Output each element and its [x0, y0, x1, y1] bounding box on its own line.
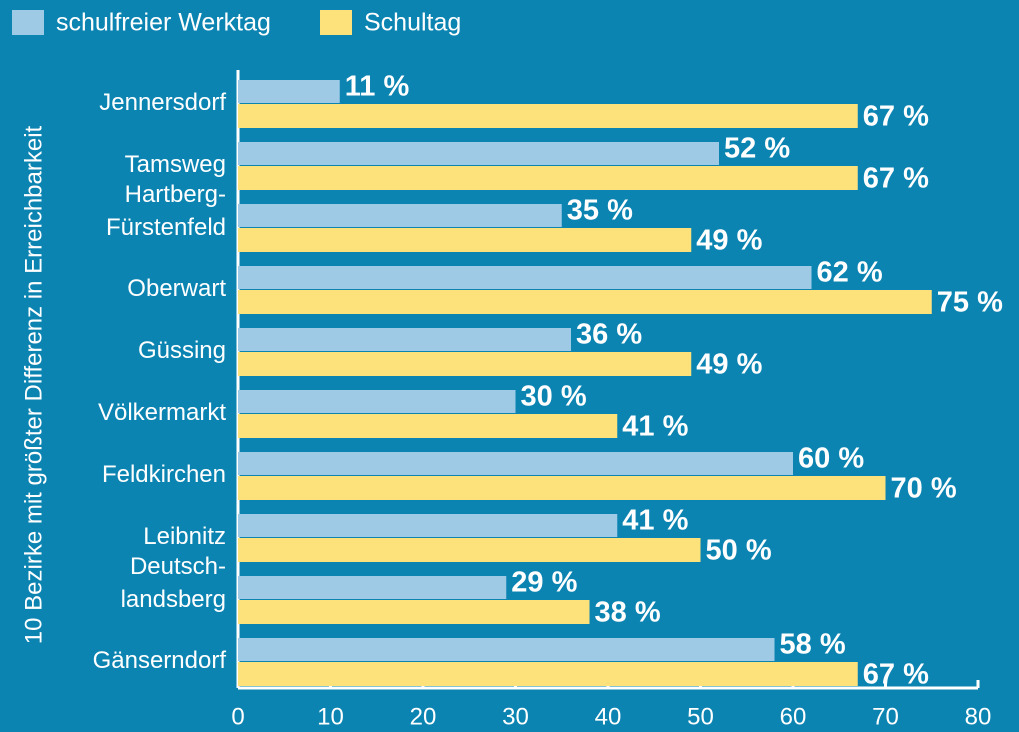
- value-label: 75 %: [937, 287, 1003, 319]
- bar: [238, 576, 507, 599]
- bar: [238, 662, 858, 686]
- category-label: Jennersdorf: [99, 89, 226, 116]
- bar: [238, 638, 775, 661]
- category-label: Gänserndorf: [93, 647, 227, 674]
- value-label: 67 %: [863, 101, 929, 133]
- value-label: 60 %: [798, 443, 864, 475]
- value-label: 70 %: [891, 473, 957, 505]
- legend-swatch: [320, 10, 352, 35]
- value-label: 35 %: [567, 195, 633, 227]
- bar: [238, 166, 858, 190]
- legend-label: schulfreier Werktag: [56, 9, 271, 37]
- x-tick-label: 0: [231, 703, 244, 730]
- bar: [238, 104, 858, 128]
- value-label: 11 %: [345, 71, 410, 103]
- bar: [238, 266, 812, 289]
- value-label: 52 %: [724, 133, 790, 165]
- x-tick-label: 30: [502, 703, 529, 730]
- x-tick-label: 80: [965, 703, 992, 730]
- y-axis-title: 10 Bezirke mit größter Differenz in Erre…: [20, 125, 47, 644]
- category-label: Tamsweg: [125, 151, 226, 178]
- bar: [238, 352, 692, 376]
- x-tick-label: 50: [687, 703, 714, 730]
- value-label: 58 %: [780, 629, 846, 661]
- category-label: Hartberg-Fürstenfeld: [106, 181, 226, 241]
- category-label: Deutsch-landsberg: [121, 553, 226, 613]
- x-tick-label: 60: [780, 703, 807, 730]
- category-label: Güssing: [138, 337, 226, 364]
- value-label: 29 %: [511, 567, 577, 599]
- value-label: 62 %: [817, 257, 883, 289]
- bar: [238, 538, 701, 562]
- x-tick-label: 40: [595, 703, 622, 730]
- bar: [238, 204, 562, 227]
- value-label: 36 %: [576, 319, 642, 351]
- value-label: 30 %: [521, 381, 587, 413]
- x-tick-label: 20: [410, 703, 437, 730]
- value-label: 41 %: [622, 505, 688, 537]
- x-tick-label: 70: [872, 703, 899, 730]
- bar: [238, 228, 692, 252]
- legend-swatch: [12, 10, 44, 35]
- value-label: 38 %: [595, 597, 661, 629]
- category-label: Leibnitz: [143, 523, 226, 550]
- category-label: Feldkirchen: [102, 461, 226, 488]
- bar: [238, 80, 340, 103]
- x-tick-label: 10: [317, 703, 344, 730]
- value-label: 41 %: [622, 411, 688, 443]
- bar: [238, 452, 793, 475]
- category-label: Oberwart: [127, 275, 226, 302]
- bar: [238, 328, 571, 351]
- value-label: 67 %: [863, 163, 929, 195]
- bar: [238, 600, 590, 624]
- value-label: 49 %: [696, 349, 762, 381]
- value-label: 49 %: [696, 225, 762, 257]
- bar: [238, 290, 932, 314]
- value-label: 67 %: [863, 659, 929, 691]
- bar: [238, 142, 719, 165]
- bar: [238, 390, 516, 413]
- bar: [238, 476, 886, 500]
- legend-label: Schultag: [364, 9, 461, 37]
- bar: [238, 414, 618, 438]
- category-label: Völkermarkt: [98, 399, 226, 426]
- value-label: 50 %: [706, 535, 772, 567]
- bar: [238, 514, 618, 537]
